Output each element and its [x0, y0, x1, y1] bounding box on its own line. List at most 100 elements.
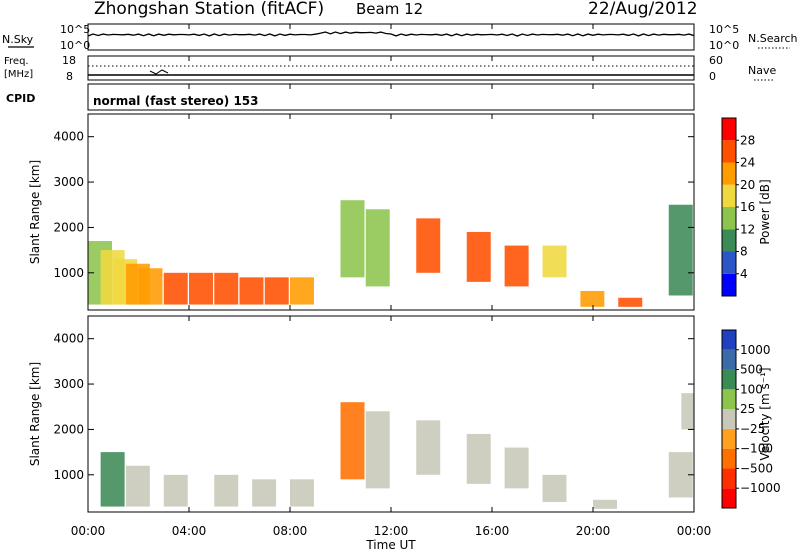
velocity-ylabel: Slant Range [km] — [28, 362, 42, 466]
power-cell-4 — [138, 268, 163, 305]
velocity-panel: 1000 2000 3000 4000 Slant Range [km] — [28, 315, 695, 513]
power-cb-swatch-5 — [722, 162, 736, 185]
power-ytick-label-2: 3000 — [53, 175, 84, 189]
velocity-cell-7 — [365, 411, 390, 489]
station-title: Zhongshan Station (fitACF) — [94, 0, 324, 19]
time-axis: 00:00 04:00 08:00 12:00 16:00 20:00 00:00 — [71, 24, 712, 538]
power-cell-10 — [290, 277, 314, 305]
velocity-cb-label-4: −25 — [740, 422, 765, 436]
power-cell-18 — [618, 297, 643, 307]
power-cell-17 — [580, 290, 605, 307]
power-yticks: 1000 2000 3000 4000 — [53, 130, 694, 280]
freq-tick-top: 18 — [62, 54, 76, 67]
nsky-panel: N.Sky 10^5 10^0 10^5 10^0 N.Search — [2, 23, 798, 52]
power-cb-swatch-2 — [722, 229, 736, 252]
velocity-cell-10 — [504, 447, 529, 489]
power-cb-swatch-0 — [722, 273, 736, 296]
power-cb-swatch-7 — [722, 118, 736, 141]
power-cb-label-1: 24 — [740, 156, 755, 170]
xtick-label-2: 08:00 — [273, 524, 308, 538]
nave-label: Nave — [748, 64, 776, 77]
velocity-ytick-label-0: 1000 — [53, 468, 84, 482]
nave-tick-top: 60 — [709, 54, 723, 67]
freq-label-line1: Freq. — [4, 56, 29, 67]
velocity-cell-0 — [100, 452, 125, 507]
velocity-cb-label-1: 500 — [740, 363, 763, 377]
velocity-ytick-label-2: 3000 — [53, 377, 84, 391]
velocity-cell-5 — [290, 479, 314, 507]
power-cell-7 — [214, 272, 239, 305]
velocity-cb-swatch-8 — [722, 330, 736, 350]
velocity-cb-label-0: 1000 — [740, 343, 771, 357]
nave-tick-bottom: 0 — [709, 70, 716, 83]
power-cb-swatch-6 — [722, 140, 736, 163]
velocity-cell-13 — [668, 452, 693, 498]
power-panel: 1000 2000 3000 4000 Slant Range [km] — [28, 113, 695, 311]
velocity-cb-swatch-3 — [722, 428, 736, 449]
cpid-panel: CPID normal (fast stereo) 153 — [6, 83, 695, 111]
freq-blip — [149, 69, 169, 75]
velocity-cb-label-5: −100 — [740, 442, 773, 456]
xtick-label-6: 00:00 — [677, 524, 712, 538]
nsearch-label: N.Search — [748, 32, 798, 45]
beam-label: Beam 12 — [356, 0, 423, 18]
power-cb-label-3: 16 — [740, 200, 755, 214]
velocity-cb-swatch-5 — [722, 389, 736, 410]
velocity-cb-swatch-2 — [722, 448, 736, 469]
xtick-label-5: 20:00 — [576, 524, 611, 538]
cpid-mode: normal (fast stereo) 153 — [93, 94, 259, 108]
power-cell-5 — [163, 272, 188, 305]
velocity-cb-swatch-1 — [722, 468, 736, 489]
velocity-cell-3 — [214, 474, 239, 507]
xtick-label-1: 04:00 — [172, 524, 207, 538]
power-ytick-label-0: 1000 — [53, 266, 84, 280]
cpid-label: CPID — [6, 92, 35, 105]
velocity-cell-8 — [416, 420, 441, 475]
power-cb-swatch-1 — [722, 251, 736, 274]
velocity-colorbar-title: Velocity [m s⁻¹] — [758, 367, 772, 460]
velocity-cell-9 — [466, 433, 491, 484]
velocity-ytick-label-3: 4000 — [53, 332, 84, 346]
xtick-label-4: 16:00 — [475, 524, 510, 538]
velocity-cb-label-7: −1000 — [740, 481, 781, 495]
velocity-cell-4 — [252, 479, 277, 507]
power-cell-16 — [542, 245, 567, 278]
power-cell-8 — [239, 277, 264, 305]
power-cb-label-0: 28 — [740, 133, 755, 147]
power-ylabel: Slant Range [km] — [28, 160, 42, 264]
power-colorbar-title: Power [dB] — [758, 179, 772, 244]
power-colorbar: 28 24 20 16 12 8 4 — [721, 117, 755, 297]
nsky-label: N.Sky — [2, 33, 34, 46]
power-ytick-label-3: 4000 — [53, 130, 84, 144]
velocity-cell-11 — [542, 474, 567, 503]
date-label: 22/Aug/2012 — [588, 0, 698, 19]
nsky-trace — [87, 31, 695, 37]
xtick-label-0: 00:00 — [71, 524, 106, 538]
power-cell-14 — [466, 231, 491, 282]
velocity-cb-label-6: −500 — [740, 461, 773, 475]
power-cb-label-6: 4 — [740, 267, 748, 281]
power-cb-swatch-4 — [722, 184, 736, 207]
velocity-yticks: 1000 2000 3000 4000 — [53, 332, 694, 482]
nsky-tick-bottom-right: 10^0 — [709, 39, 739, 52]
xtick-label-3: 12:00 — [374, 524, 409, 538]
power-cell-9 — [264, 277, 289, 305]
velocity-cb-swatch-0 — [722, 488, 736, 508]
power-cell-15 — [504, 245, 529, 287]
velocity-cb-swatch-6 — [722, 369, 736, 390]
velocity-ytick-label-1: 2000 — [53, 422, 84, 436]
velocity-cb-swatch-4 — [722, 409, 736, 429]
power-cb-label-2: 20 — [740, 178, 755, 192]
power-cell-19 — [668, 204, 693, 296]
power-heatmap — [88, 200, 693, 307]
power-cell-6 — [189, 272, 213, 305]
power-cell-13 — [416, 218, 441, 273]
velocity-cb-label-2: 100 — [740, 382, 763, 396]
freq-panel: Freq. [MHz] 18 8 60 0 Nave — [4, 54, 776, 83]
velocity-cell-14 — [681, 393, 694, 430]
power-cb-label-4: 12 — [740, 222, 755, 236]
freq-label-line2: [MHz] — [4, 69, 33, 80]
velocity-cell-12 — [593, 499, 617, 509]
velocity-cell-1 — [125, 465, 150, 507]
